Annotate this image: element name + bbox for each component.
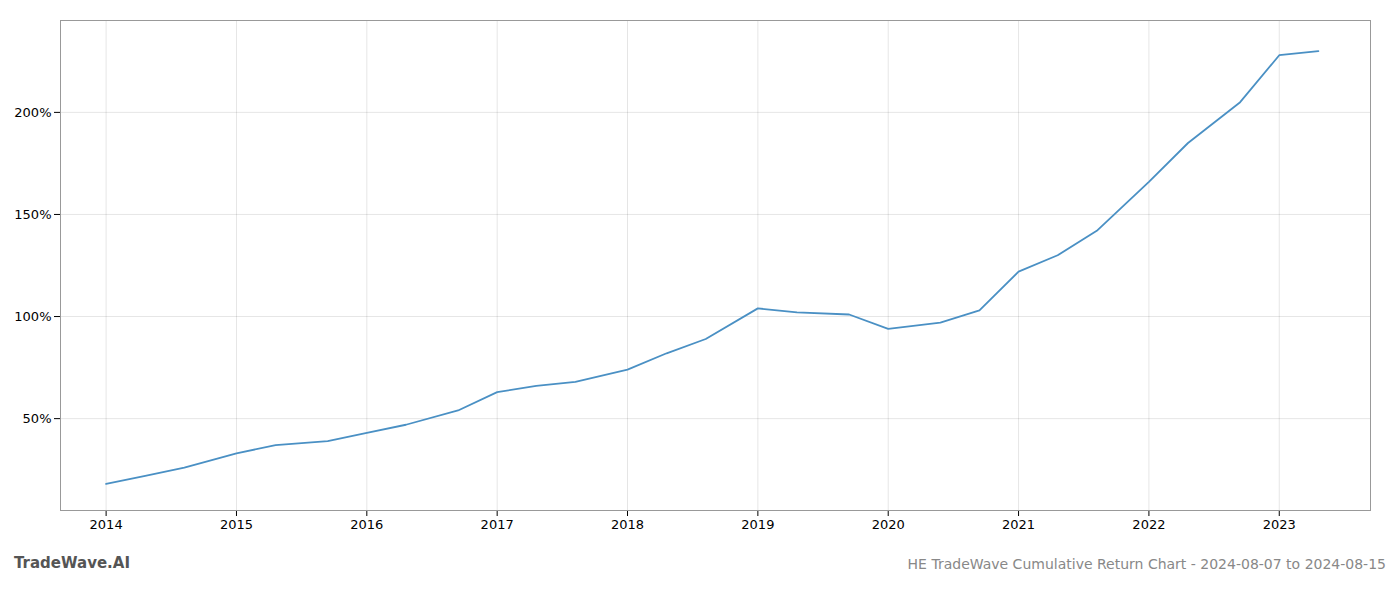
svg-text:2016: 2016 xyxy=(350,517,383,532)
svg-text:200%: 200% xyxy=(14,105,51,120)
svg-text:2020: 2020 xyxy=(872,517,905,532)
svg-text:150%: 150% xyxy=(14,207,51,222)
svg-text:2014: 2014 xyxy=(90,517,123,532)
svg-text:2022: 2022 xyxy=(1132,517,1165,532)
html-text:TradeWave.AI: TradeWave.AI xyxy=(14,554,130,572)
svg-text:2018: 2018 xyxy=(611,517,644,532)
svg-text:2019: 2019 xyxy=(741,517,774,532)
svg-text:50%: 50% xyxy=(23,411,52,426)
svg-text:2023: 2023 xyxy=(1263,517,1296,532)
svg-text:2015: 2015 xyxy=(220,517,253,532)
svg-text:2017: 2017 xyxy=(481,517,514,532)
svg-text:2021: 2021 xyxy=(1002,517,1035,532)
html-text:HE TradeWave Cumulative Return: HE TradeWave Cumulative Return Chart - 2… xyxy=(907,556,1386,572)
svg-text:100%: 100% xyxy=(14,309,51,324)
